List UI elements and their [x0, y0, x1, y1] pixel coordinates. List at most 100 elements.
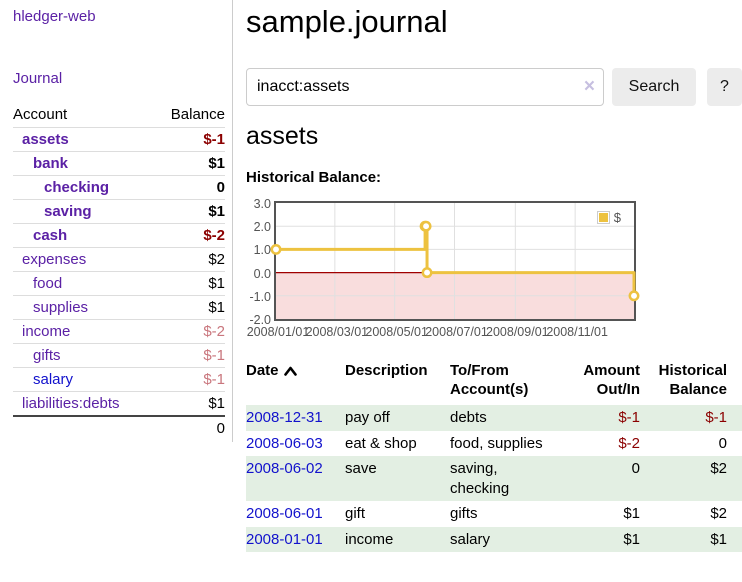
search-input[interactable] [246, 68, 604, 106]
account-link[interactable]: assets [22, 131, 69, 148]
transaction-date-cell: 2008-06-01 [246, 501, 345, 527]
register-row: 2008-06-02 save saving, checking 0 $2 [246, 456, 742, 501]
transaction-date-cell: 2008-06-03 [246, 431, 345, 457]
account-link[interactable]: gifts [33, 347, 61, 364]
transaction-amount-cell: $-1 [618, 409, 640, 426]
transaction-description-cell: eat & shop [345, 434, 417, 452]
transaction-accounts-cell: gifts [450, 505, 478, 522]
transaction-description-cell: pay off [345, 409, 390, 426]
y-axis-tick: 0.0 [253, 266, 271, 281]
chevron-up-icon [283, 366, 297, 376]
y-axis-tick: 2.0 [253, 220, 271, 235]
account-balance-cell: $-1 [153, 343, 225, 368]
x-axis-tick: 2008/03/01 [305, 325, 369, 339]
search-button[interactable]: Search [612, 68, 696, 106]
register-row: 2008-01-01 income salary $1 $1 [246, 526, 742, 553]
account-name-cell: assets [13, 127, 154, 152]
account-balance-cell: 0 [153, 175, 225, 200]
account-heading: assets [246, 122, 319, 150]
accounts-header-row: Account Balance [13, 102, 225, 128]
register-header-accounts: To/From Account(s) [450, 362, 529, 398]
account-balance-cell: $-2 [153, 223, 225, 248]
account-link[interactable]: food [33, 275, 63, 292]
register-header-row: Date Description To/From Account(s) Amou… [246, 361, 742, 405]
transaction-balance-cell: $-1 [705, 409, 727, 426]
sidebar-item-journal[interactable]: Journal [13, 70, 63, 87]
account-name-cell: expenses [13, 247, 154, 272]
transaction-date-link[interactable]: 2008-06-03 [246, 434, 323, 452]
transaction-date-cell: 2008-12-31 [246, 405, 345, 431]
account-link[interactable]: liabilities:debts [22, 395, 120, 412]
account-link[interactable]: cash [33, 227, 68, 244]
x-axis-tick: 2008/01/01 [246, 325, 310, 339]
account-row: assets $-1 [13, 127, 225, 152]
account-balance-cell: $1 [153, 391, 225, 416]
account-row: bank $1 [13, 151, 225, 176]
account-name-cell: liabilities:debts [13, 391, 154, 416]
transaction-date-link[interactable]: 2008-06-01 [246, 505, 323, 522]
transaction-date-link[interactable]: 2008-06-02 [246, 460, 323, 477]
account-balance-cell: $2 [153, 247, 225, 272]
register-header-amount: Amount Out/In [583, 362, 640, 398]
account-row: gifts $-1 [13, 343, 225, 368]
y-axis-tick: -2.0 [249, 313, 271, 327]
account-link[interactable]: checking [44, 179, 110, 196]
account-link[interactable]: income [22, 323, 71, 340]
x-axis-tick: 2008/09/01 [486, 325, 549, 339]
account-link[interactable]: saving [44, 203, 92, 220]
register-row: 2008-12-31 pay off debts $-1 $-1 [246, 405, 742, 431]
transaction-accounts-cell: saving, checking [450, 460, 510, 497]
help-button[interactable]: ? [707, 68, 742, 106]
account-link[interactable]: supplies [33, 299, 89, 316]
account-row: liabilities:debts $1 [13, 391, 225, 416]
account-row: saving $1 [13, 199, 225, 224]
transaction-description-cell: save [345, 460, 377, 477]
transaction-amount-cell: 0 [631, 460, 640, 477]
account-row: food $1 [13, 271, 225, 296]
account-link[interactable]: expenses [22, 251, 87, 268]
transaction-amount-cell: $1 [623, 530, 640, 548]
accounts-table: Account Balance assets $-1 bank $1 check… [13, 102, 225, 440]
account-link[interactable]: bank [33, 155, 69, 172]
transaction-date-link[interactable]: 2008-01-01 [246, 530, 323, 548]
account-name-cell: supplies [13, 295, 154, 320]
clear-search-icon[interactable]: × [583, 76, 595, 97]
balance-chart-svg [270, 203, 640, 319]
register-row: 2008-06-01 gift gifts $1 $2 [246, 501, 742, 527]
search-input-wrap: × [246, 68, 604, 106]
account-row: supplies $1 [13, 295, 225, 320]
app-title-link[interactable]: hledger-web [13, 8, 96, 25]
account-balance-cell: $1 [153, 295, 225, 320]
search-form: × Search ? [246, 68, 742, 106]
transaction-balance-cell: $2 [710, 505, 727, 522]
account-name-cell: income [13, 319, 154, 344]
account-link[interactable]: salary [33, 371, 74, 388]
page-title: sample.journal [246, 4, 448, 39]
account-row: checking 0 [13, 175, 225, 200]
account-name-cell: food [13, 271, 154, 296]
legend-label: $ [613, 210, 621, 225]
main-content: sample.journal × Search ? assets Histori… [246, 0, 742, 552]
account-balance-cell: $-1 [153, 127, 225, 152]
account-name-cell: salary [13, 367, 154, 392]
transaction-date-link[interactable]: 2008-12-31 [246, 409, 323, 426]
chart-title: Historical Balance: [246, 169, 382, 186]
account-name-cell: saving [13, 199, 154, 224]
account-row: salary $-1 [13, 367, 225, 392]
account-row: expenses $2 [13, 247, 225, 272]
account-name-cell: checking [13, 175, 154, 200]
transaction-balance-cell: $1 [710, 530, 727, 548]
transaction-accounts-cell: food, supplies [450, 434, 543, 452]
legend-swatch-icon [596, 211, 610, 224]
account-balance-cell: $1 [153, 151, 225, 176]
account-row: income $-2 [13, 319, 225, 344]
account-balance-cell: $-2 [153, 319, 225, 344]
register-header-date[interactable]: Date [246, 361, 345, 405]
accounts-total-row: 0 [13, 415, 225, 440]
chart-legend: $ [596, 210, 621, 225]
transaction-amount-cell: $-2 [618, 434, 640, 452]
account-name-cell: bank [13, 151, 154, 176]
y-axis-tick: -1.0 [249, 289, 271, 304]
transaction-date-cell: 2008-01-01 [246, 527, 345, 553]
transaction-accounts-cell: salary [450, 530, 491, 548]
